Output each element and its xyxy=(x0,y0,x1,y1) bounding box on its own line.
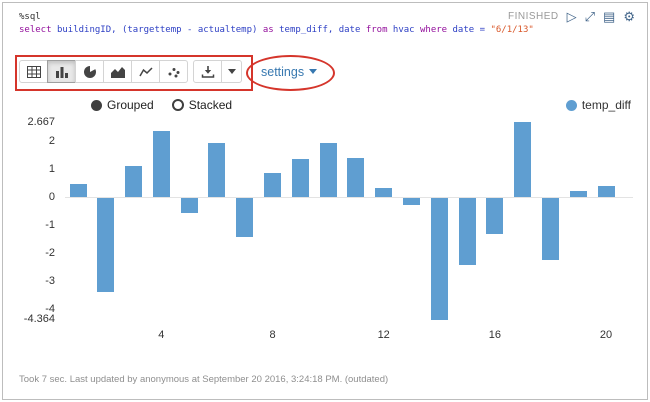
y-axis-label: -2 xyxy=(45,246,55,259)
bar[interactable] xyxy=(291,158,309,197)
sql-keyword: from xyxy=(365,25,393,35)
interpreter-directive: %sql xyxy=(19,12,41,22)
sql-string: "6/1/13" xyxy=(490,25,534,35)
bar[interactable] xyxy=(375,188,393,197)
bar[interactable] xyxy=(319,142,337,197)
sql-keyword: select xyxy=(19,25,57,35)
sql-keyword: where xyxy=(420,25,453,35)
bar[interactable] xyxy=(180,197,198,214)
status-badge: FINISHED xyxy=(507,11,559,22)
run-icon[interactable]: ▷ xyxy=(566,9,577,24)
download-group xyxy=(193,60,242,83)
paragraph-header: FINISHED ▷ ⤢ ▤ ⚙ xyxy=(508,10,635,23)
bar[interactable] xyxy=(514,122,532,197)
settings-link[interactable]: settings xyxy=(261,64,318,79)
radio-unselected-icon xyxy=(171,99,184,111)
legend-item[interactable]: temp_diff xyxy=(565,98,631,112)
y-axis-label: 0 xyxy=(48,190,55,203)
bar[interactable] xyxy=(152,130,170,197)
y-axis-label: 2.667 xyxy=(27,116,55,128)
x-axis-label: 8 xyxy=(269,329,276,341)
area-chart-icon xyxy=(110,66,125,78)
area-chart-button[interactable] xyxy=(103,60,132,83)
bar[interactable] xyxy=(541,197,559,260)
bar[interactable] xyxy=(486,197,504,235)
plot-area xyxy=(65,122,633,324)
bar[interactable] xyxy=(69,183,87,197)
chart-type-group xyxy=(19,60,188,83)
line-chart-button[interactable] xyxy=(131,60,160,83)
sql-identifier: hvac xyxy=(392,25,420,35)
bar[interactable] xyxy=(208,142,226,197)
bar[interactable] xyxy=(430,197,448,321)
editor-toggle-icon[interactable]: ▤ xyxy=(603,9,616,24)
x-axis: 4 8 12 16 20 xyxy=(65,329,633,343)
bar[interactable] xyxy=(347,157,365,197)
chart-toolbar: settings xyxy=(19,60,318,83)
bar[interactable] xyxy=(264,172,282,197)
zero-line xyxy=(65,196,633,198)
settings-caret-icon xyxy=(309,69,318,74)
bar[interactable] xyxy=(458,197,476,266)
grouped-label: Grouped xyxy=(107,98,154,112)
pie-chart-button[interactable] xyxy=(75,60,104,83)
download-icon xyxy=(201,66,214,78)
download-caret-button[interactable] xyxy=(221,60,242,83)
bar[interactable] xyxy=(569,191,587,197)
line-chart-icon xyxy=(138,66,153,76)
chart-grouping-controls: Grouped Stacked xyxy=(91,98,232,112)
grouped-radio[interactable]: Grouped xyxy=(91,98,154,112)
download-button[interactable] xyxy=(193,60,222,83)
pie-chart-icon xyxy=(83,64,96,78)
x-axis-label: 16 xyxy=(488,329,501,341)
legend-dot-icon xyxy=(565,99,577,111)
bar[interactable] xyxy=(97,197,115,293)
x-axis-label: 4 xyxy=(158,329,165,341)
sql-identifier: buildingID, (targettemp - actualtemp) xyxy=(56,25,263,35)
sql-query[interactable]: select buildingID, (targettemp - actualt… xyxy=(19,24,534,36)
bar[interactable] xyxy=(236,197,254,238)
bar[interactable] xyxy=(597,185,615,197)
bar[interactable] xyxy=(402,197,420,205)
scatter-chart-button[interactable] xyxy=(159,60,188,83)
y-axis-label: -3 xyxy=(45,274,55,287)
table-icon xyxy=(26,65,41,78)
y-axis-label: -1 xyxy=(45,218,55,231)
bar-chart-icon xyxy=(55,66,68,78)
stacked-radio[interactable]: Stacked xyxy=(171,98,233,112)
footer-status: Took 7 sec. Last updated by anonymous at… xyxy=(19,374,389,385)
legend-label: temp_diff xyxy=(581,98,631,112)
y-axis-label: 2 xyxy=(48,134,55,147)
y-axis-label: -4 xyxy=(45,303,55,315)
bar[interactable] xyxy=(125,165,143,197)
bar-chart-button[interactable] xyxy=(47,60,76,83)
sql-identifier: date = xyxy=(452,25,491,35)
expand-icon[interactable]: ⤢ xyxy=(584,9,596,24)
y-axis-label: -4.364 xyxy=(23,313,55,326)
x-axis-label: 12 xyxy=(377,329,390,341)
y-axis: 2.667 2 1 0 -1 -2 -3 -4 -4.364 xyxy=(3,116,57,334)
radio-selected-icon xyxy=(91,99,102,111)
settings-label: settings xyxy=(261,64,305,79)
y-axis-label: 1 xyxy=(48,162,55,175)
sql-identifier: temp_diff, date xyxy=(279,25,366,35)
stacked-label: Stacked xyxy=(188,98,233,112)
table-button[interactable] xyxy=(19,60,48,83)
x-axis-label: 20 xyxy=(599,329,613,341)
scatter-chart-icon xyxy=(168,67,179,77)
gear-icon[interactable]: ⚙ xyxy=(623,9,635,24)
sql-keyword: as xyxy=(262,25,280,35)
caret-down-icon xyxy=(227,69,236,74)
